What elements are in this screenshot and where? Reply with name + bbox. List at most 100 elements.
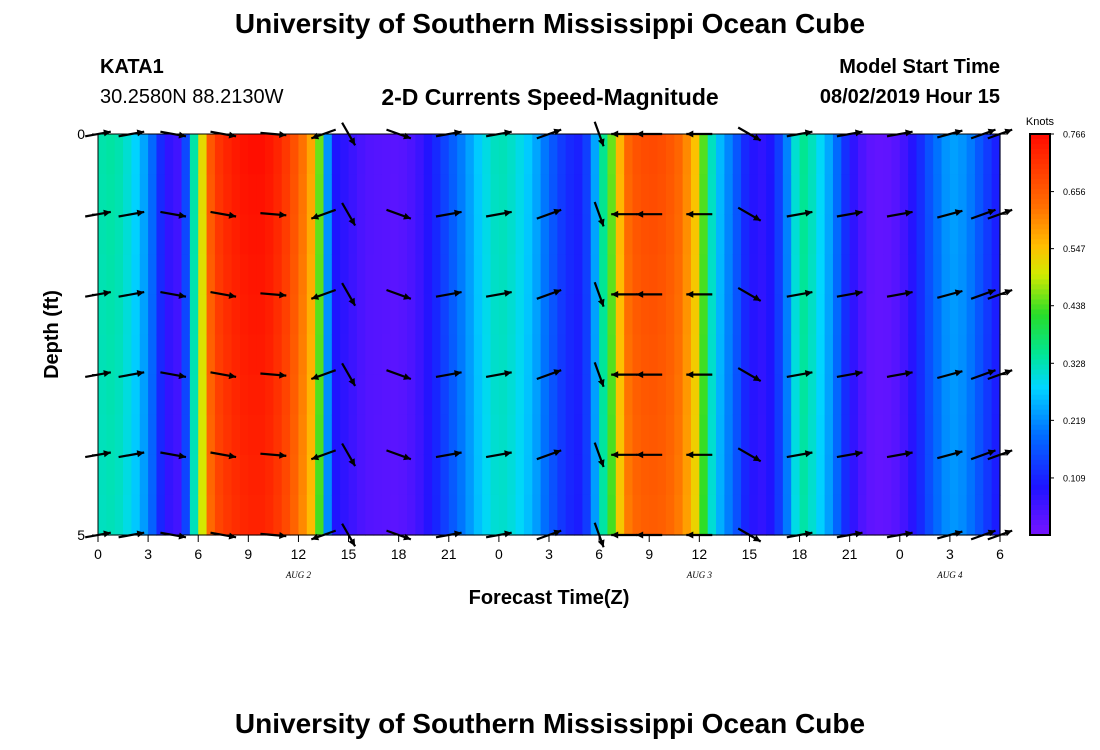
heatmap-cell	[866, 414, 876, 456]
heatmap-cell	[473, 414, 483, 456]
heatmap-cell	[457, 294, 467, 336]
heatmap-cell	[824, 174, 834, 215]
heatmap-cell	[123, 214, 133, 255]
heatmap-cell	[807, 334, 817, 376]
x-tick-label: 15	[341, 546, 357, 562]
heatmap-cell	[549, 174, 558, 215]
heatmap-cell	[323, 214, 333, 255]
current-vector	[210, 210, 237, 219]
heatmap-cell	[749, 254, 759, 295]
heatmap-cell	[632, 334, 642, 376]
x-tick-label: 21	[842, 546, 858, 562]
colorbar-segment	[1030, 394, 1050, 401]
heatmap-cell	[348, 374, 358, 416]
heatmap-cell	[707, 374, 717, 416]
heatmap-cell	[832, 454, 842, 496]
heatmap-cell	[557, 254, 567, 295]
heatmap-cell	[315, 254, 325, 295]
heatmap-cell	[665, 454, 675, 496]
heatmap-cell	[356, 294, 366, 336]
heatmap-cell	[498, 174, 508, 215]
heatmap-cell	[415, 294, 425, 336]
heatmap-cell	[549, 294, 558, 336]
heatmap-cell	[807, 174, 817, 215]
heatmap-cell	[206, 374, 216, 416]
heatmap-cell	[590, 414, 600, 456]
heatmap-cell	[507, 374, 517, 416]
heatmap-cell	[223, 494, 233, 536]
heatmap-cell	[991, 214, 1001, 255]
current-vector	[836, 450, 863, 459]
heatmap-cell	[958, 254, 968, 295]
colorbar-segment	[1030, 399, 1050, 406]
heatmap-cell	[231, 494, 241, 536]
heatmap-cell	[365, 494, 375, 536]
heatmap-cell	[173, 174, 183, 215]
colorbar-segment	[1030, 149, 1050, 155]
heatmap-cell	[766, 454, 776, 496]
heatmap-cell	[164, 214, 174, 255]
heatmap-cell	[574, 494, 584, 536]
heatmap-cell	[214, 174, 224, 215]
heatmap-cell	[106, 134, 116, 175]
heatmap-cell	[958, 334, 968, 376]
heatmap-cell	[557, 174, 567, 215]
current-vector	[341, 442, 357, 467]
x-tick-label: 0	[896, 546, 904, 562]
heatmap-cell	[465, 494, 475, 536]
heatmap-cell	[991, 414, 1001, 456]
heatmap-cell	[281, 254, 291, 295]
heatmap-cell	[624, 294, 634, 336]
heatmap-cell	[590, 294, 600, 336]
heatmap-cell	[657, 174, 667, 215]
heatmap-cell	[615, 254, 625, 295]
heatmap-cell	[832, 374, 842, 416]
heatmap-cell	[323, 134, 333, 175]
current-vector	[118, 289, 145, 298]
heatmap-cell	[682, 374, 692, 416]
heatmap-cell	[816, 254, 826, 295]
heatmap-cell	[415, 214, 425, 255]
heatmap-cell	[699, 494, 709, 536]
heatmap-cell	[189, 414, 199, 456]
current-vector	[737, 367, 762, 383]
colorbar-segment	[1030, 389, 1050, 396]
model-start-value: 08/02/2019 Hour 15	[819, 86, 1000, 108]
heatmap-cell	[807, 294, 817, 336]
heatmap-cell	[323, 174, 333, 215]
heatmap-cell	[523, 414, 533, 456]
heatmap-cell	[407, 134, 416, 175]
heatmap-cell	[690, 294, 700, 336]
heatmap-cell	[214, 334, 224, 376]
heatmap-cell	[582, 334, 592, 376]
heatmap-cell	[774, 294, 784, 336]
colorbar-segment	[1030, 329, 1050, 336]
heatmap-cell	[390, 374, 400, 416]
heatmap-cell	[164, 294, 174, 336]
heatmap-cell	[164, 174, 174, 215]
heatmap-cell	[557, 494, 567, 536]
heatmap-cell	[390, 494, 400, 536]
colorbar-segment	[1030, 364, 1050, 371]
heatmap-cell	[699, 174, 709, 215]
current-vector	[485, 209, 512, 218]
heatmap-cell	[448, 174, 458, 215]
colorbar-tick-label: 0.766	[1063, 130, 1086, 140]
heatmap-cell	[156, 214, 166, 255]
heatmap-cell	[98, 174, 107, 215]
heatmap-cell	[139, 414, 149, 456]
heatmap-cell	[490, 134, 500, 175]
heatmap-cell	[139, 374, 149, 416]
heatmap-cell	[991, 254, 1001, 295]
colorbar-segment	[1030, 474, 1050, 481]
heatmap-cell	[716, 214, 725, 255]
heatmap-cell	[123, 174, 133, 215]
heatmap-cell	[315, 174, 325, 215]
heatmap-cell	[131, 254, 141, 295]
heatmap-cell	[331, 174, 341, 215]
heatmap-cell	[223, 214, 233, 255]
colorbar-segment	[1030, 379, 1050, 386]
heatmap-cell	[473, 334, 483, 376]
heatmap-cell	[832, 294, 842, 336]
heatmap-cell	[457, 374, 467, 416]
